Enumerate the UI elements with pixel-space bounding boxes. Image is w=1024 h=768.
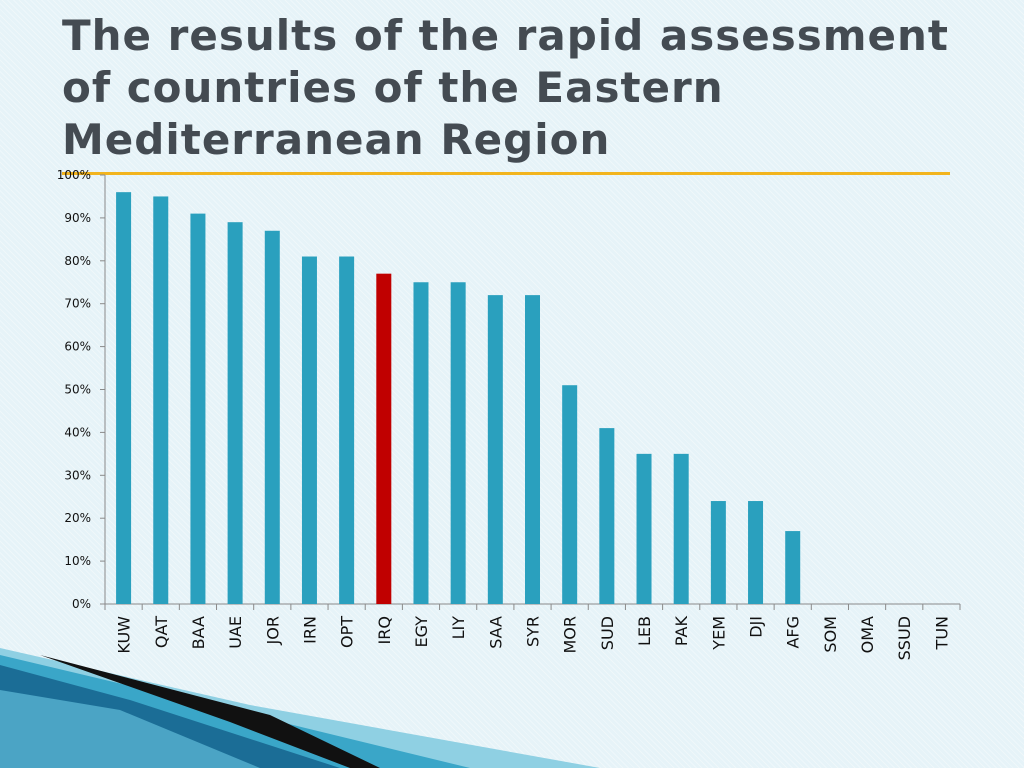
bar-syr xyxy=(525,295,540,604)
x-tick-label-yem: YEM xyxy=(709,616,728,651)
y-tick-label: 10% xyxy=(64,554,91,568)
bar-irn xyxy=(301,256,317,604)
bar-yem xyxy=(710,501,726,604)
x-tick-label-syr: SYR xyxy=(524,616,543,647)
y-tick-label: 50% xyxy=(64,383,91,397)
x-tick-label-opt: OPT xyxy=(338,616,357,648)
bar-jor xyxy=(264,230,280,604)
bar-saa xyxy=(487,295,503,604)
bar-mor xyxy=(562,385,578,604)
bar-kuw xyxy=(116,192,132,604)
y-tick-label: 60% xyxy=(64,340,91,354)
bar-liy xyxy=(450,282,466,604)
y-tick-label: 100% xyxy=(57,168,91,182)
bar-sud xyxy=(599,428,615,604)
x-tick-label-jor: JOR xyxy=(263,616,282,645)
y-tick-label: 0% xyxy=(72,597,91,611)
bar-baa xyxy=(190,213,206,605)
x-tick-labels: KUW QAT BAA UAE JOR IRN OPT IRQ EGY LIY SAA SYR MOR S… xyxy=(115,615,952,660)
x-tick-label-mor: MOR xyxy=(561,616,580,654)
y-tick-label: 40% xyxy=(64,425,91,439)
x-tick-label-ssud: SSUD xyxy=(895,616,914,660)
bar-afg xyxy=(785,531,801,604)
bar-opt xyxy=(339,256,355,604)
y-tick-label: 90% xyxy=(64,211,91,225)
bars xyxy=(116,192,801,605)
x-tick-label-irq: IRQ xyxy=(375,616,394,644)
x-tick-label-baa: BAA xyxy=(189,616,208,649)
y-tick-label: 70% xyxy=(64,297,91,311)
bar-uae xyxy=(227,222,243,604)
x-tick-label-pak: PAK xyxy=(672,615,691,646)
x-tick-label-leb: LEB xyxy=(635,616,654,646)
x-tick-label-qat: QAT xyxy=(152,616,171,648)
x-tick-label-irn: IRN xyxy=(300,616,319,644)
x-tick-label-oma: OMA xyxy=(858,616,877,653)
bar-egy xyxy=(413,282,429,604)
bar-irq xyxy=(376,273,392,604)
x-tick-label-egy: EGY xyxy=(412,616,431,648)
x-tick-label-tun: TUN xyxy=(932,616,951,650)
slide-title: The results of the rapid assessment of c… xyxy=(62,11,949,164)
bar-pak xyxy=(673,453,689,604)
x-tick-label-afg: AFG xyxy=(784,616,803,649)
x-tick-label-saa: SAA xyxy=(486,616,505,649)
x-tick-label-kuw: KUW xyxy=(115,616,134,654)
y-tick-label: 80% xyxy=(64,254,91,268)
corner-black-stripe xyxy=(40,655,380,768)
x-tick-label-som: SOM xyxy=(821,616,840,653)
x-tick-label-liy: LIY xyxy=(449,616,468,640)
y-tick-label: 20% xyxy=(64,511,91,525)
x-tick-label-dji: DJI xyxy=(747,616,766,638)
corner-light-stripe xyxy=(0,690,260,768)
y-tick-label: 30% xyxy=(64,468,91,482)
title-divider xyxy=(62,172,950,175)
x-tick-label-uae: UAE xyxy=(226,616,245,649)
bar-qat xyxy=(153,196,169,604)
x-tick-label-sud: SUD xyxy=(598,616,617,650)
y-axis: 0% 10% 20% 30% 40% 50% 60% 70% 80% 90% 100% xyxy=(57,168,106,611)
bar-dji xyxy=(748,501,764,604)
bar-leb xyxy=(636,453,652,604)
